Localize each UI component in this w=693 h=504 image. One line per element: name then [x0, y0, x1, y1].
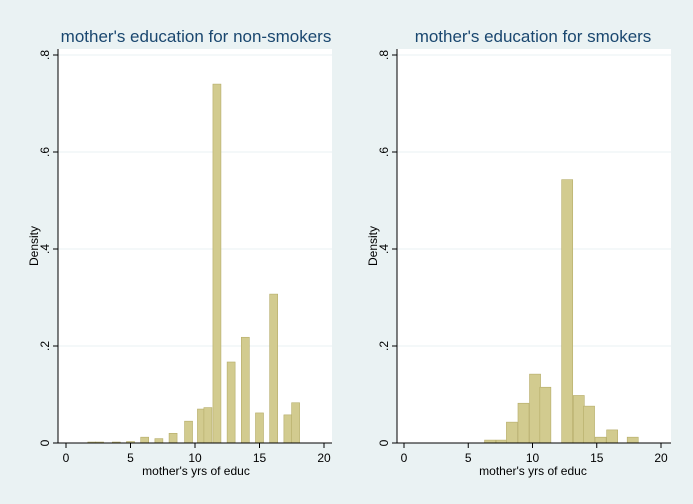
y-axis-label: Density	[27, 226, 41, 266]
chart-title: mother's education for non-smokers	[61, 27, 332, 46]
y-tick-label: .8	[377, 50, 391, 60]
x-tick-label: 10	[526, 451, 540, 465]
y-tick-label: 0	[38, 439, 52, 446]
y-tick-label: .8	[38, 50, 52, 60]
x-tick-label: 0	[63, 451, 70, 465]
x-tick-label: 0	[401, 451, 408, 465]
histogram-bar	[255, 412, 264, 444]
histogram-bar	[291, 402, 300, 444]
x-tick-label: 15	[253, 451, 267, 465]
histogram-bar	[283, 414, 293, 444]
plot-area	[58, 49, 332, 443]
panel-non-smokers: 0 .2 .4 .6 .8 0 5 10 15 20 mother's education fo…	[27, 27, 332, 478]
histogram-bar	[606, 429, 618, 444]
histogram-bar	[226, 361, 236, 444]
histogram-bar	[561, 179, 574, 444]
x-tick-label: 20	[654, 451, 668, 465]
y-tick-label: .2	[377, 341, 391, 351]
x-axis-label: mother's yrs of educ	[479, 464, 587, 478]
y-ticks: 0 .2 .4 .6 .8	[377, 50, 397, 446]
x-ticks: 0 5 10 15 20	[63, 443, 331, 465]
histogram-bars	[87, 83, 300, 444]
histogram-bar	[168, 432, 178, 444]
histogram-bar	[212, 83, 222, 444]
gridlines	[58, 54, 332, 347]
gridlines	[397, 54, 671, 347]
histogram-bar	[154, 438, 164, 444]
y-tick-label: .4	[38, 244, 52, 254]
x-ticks: 0 5 10 15 20	[401, 443, 668, 465]
histogram-bar	[517, 402, 530, 444]
histogram-bars	[484, 179, 639, 444]
histogram-bar	[140, 436, 149, 444]
x-tick-label: 20	[317, 451, 331, 465]
y-tick-label: .4	[377, 244, 391, 254]
histogram-bar	[572, 395, 585, 444]
x-axis-label: mother's yrs of educ	[142, 464, 250, 478]
histogram-bar	[506, 421, 518, 444]
histogram-bar	[583, 405, 595, 444]
y-ticks: 0 .2 .4 .6 .8	[38, 50, 58, 446]
x-tick-label: 15	[590, 451, 604, 465]
x-tick-label: 10	[188, 451, 202, 465]
histogram-bar	[269, 293, 278, 444]
panel-smokers: 0 .2 .4 .6 .8 0 5 10 15 20 mother's education fo…	[366, 27, 671, 478]
y-axis-label: Density	[366, 226, 380, 266]
x-tick-label: 5	[127, 451, 134, 465]
histogram-bar	[594, 436, 607, 444]
histogram-bar	[203, 407, 213, 444]
histogram-bar	[241, 336, 250, 444]
chart-title: mother's education for smokers	[415, 27, 652, 46]
x-tick-label: 5	[465, 451, 472, 465]
histogram-bar	[184, 420, 193, 444]
histogram-bar	[626, 436, 639, 444]
histogram-bar	[529, 373, 541, 444]
y-tick-label: 0	[377, 439, 391, 446]
histogram-bar	[539, 386, 552, 444]
y-tick-label: .6	[38, 147, 52, 157]
y-tick-label: .2	[38, 341, 52, 351]
y-tick-label: .6	[377, 147, 391, 157]
